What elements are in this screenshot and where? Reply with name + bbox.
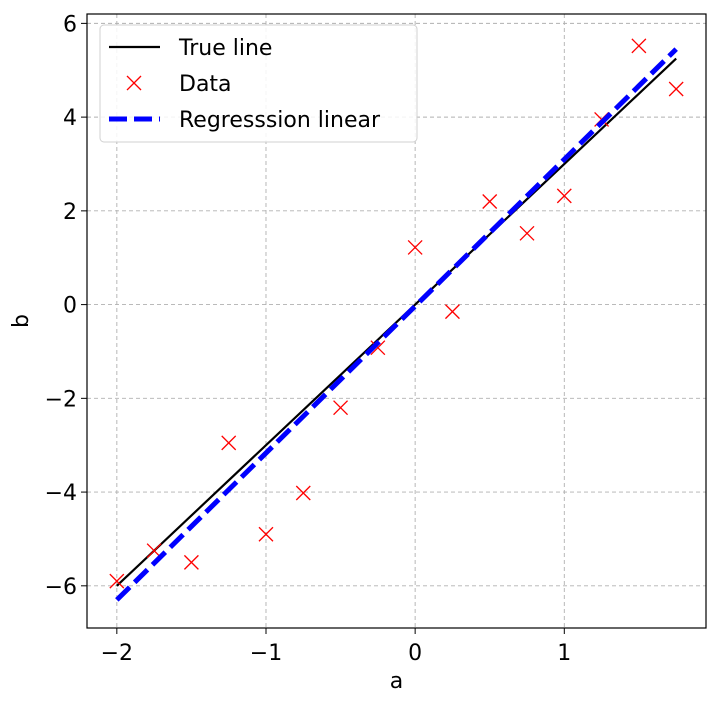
legend-item: True line	[109, 36, 272, 61]
marker-stroke	[333, 400, 349, 416]
x-tick-label: −1	[250, 641, 282, 666]
marker-stroke	[519, 225, 535, 241]
marker-stroke	[407, 239, 423, 255]
marker-stroke	[258, 526, 274, 542]
x-tick-label: 0	[408, 641, 422, 666]
legend-item: Regresssion linear	[109, 108, 381, 133]
y-tick-label: −4	[45, 481, 77, 506]
data-point	[482, 194, 498, 209]
x-tick-label: 1	[557, 641, 571, 666]
marker-stroke	[109, 573, 125, 589]
legend-label: Data	[179, 72, 232, 97]
data-point	[668, 81, 684, 97]
marker-stroke	[183, 554, 199, 570]
x-tick-label: −2	[101, 641, 133, 666]
data-point	[333, 400, 349, 416]
y-tick-label: 6	[63, 12, 77, 37]
legend: True line Data Regresssion linear	[99, 24, 418, 143]
x-axis-label: a	[390, 669, 403, 694]
y-tick-label: 4	[63, 106, 77, 131]
marker-stroke	[295, 485, 311, 501]
data-point	[295, 485, 311, 501]
marker-stroke	[126, 75, 142, 91]
marker-stroke	[146, 543, 162, 559]
legend-label: Regresssion linear	[179, 108, 381, 133]
legend-box	[99, 24, 418, 143]
plot-series	[109, 38, 684, 602]
data-point	[631, 38, 647, 54]
data-point	[407, 239, 423, 255]
plot-frame	[86, 13, 707, 629]
data-point	[444, 304, 460, 320]
y-tick-label: 0	[63, 294, 77, 319]
y-tick-label: −2	[45, 387, 77, 412]
legend-label: True line	[178, 36, 272, 61]
legend-item: Data	[126, 72, 232, 97]
data-point	[258, 526, 274, 542]
y-tick-label: −6	[45, 575, 77, 600]
marker-stroke	[631, 38, 647, 54]
data-point	[370, 340, 386, 356]
regression-line	[115, 47, 678, 602]
axis-ticks: −2 −1 0 1 −6 −4 −2 0 2 4 6	[45, 12, 572, 666]
marker-stroke	[221, 435, 237, 451]
data-point	[221, 435, 237, 451]
legend-marker	[126, 75, 142, 91]
data-point	[109, 573, 125, 589]
data-point	[183, 554, 199, 570]
y-axis-label: b	[9, 314, 34, 328]
marker-stroke	[370, 340, 386, 356]
marker-stroke	[444, 304, 460, 320]
true-line	[116, 57, 677, 587]
data-points	[109, 38, 684, 589]
marker-stroke	[482, 194, 498, 209]
data-point	[519, 225, 535, 241]
marker-stroke	[668, 81, 684, 97]
y-tick-label: 2	[63, 200, 77, 225]
marker-stroke	[556, 188, 572, 204]
data-point	[556, 188, 572, 204]
